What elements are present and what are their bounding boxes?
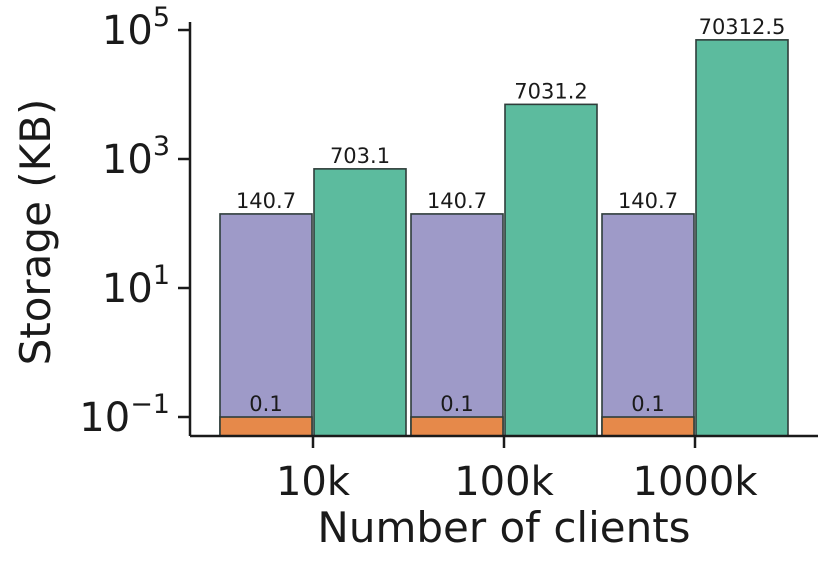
bar-series2-10k (313, 168, 407, 437)
bar-series1-100k (410, 416, 504, 437)
data-labels-layer: 140.7 140.7 140.7 0.1 0.1 0.1 703.1 7031.2 70312… (236, 15, 785, 416)
y-ticks-layer: 10−1 101 103 105 (79, 2, 190, 441)
x-tick-label-1000k: 1000k (633, 459, 759, 505)
x-ticks-layer: 10k 100k 1000k (276, 436, 758, 505)
data-label-series2-10k: 703.1 (330, 144, 390, 168)
x-tick-label-100k: 100k (454, 459, 554, 505)
data-label-series0-1000k: 140.7 (618, 189, 678, 213)
x-tick-label-10k: 10k (276, 459, 351, 505)
data-label-series0-10k: 140.7 (236, 189, 296, 213)
bar-series1-10k (219, 416, 313, 437)
data-label-series1-10k: 0.1 (249, 392, 282, 416)
y-tick-label-3: 105 (102, 2, 170, 54)
bar-series1-1000k (601, 416, 695, 437)
y-tick-label-2: 103 (102, 131, 170, 183)
bar-series0-10k (219, 213, 313, 437)
data-label-series2-100k: 7031.2 (514, 79, 587, 103)
data-label-series1-100k: 0.1 (440, 392, 473, 416)
data-label-series0-100k: 140.7 (427, 189, 487, 213)
y-tick-label-1: 101 (102, 260, 170, 312)
bar-series0-100k (410, 213, 504, 437)
x-axis-title: Number of clients (317, 503, 690, 552)
bar-series2-100k (504, 103, 598, 437)
bars-layer (219, 39, 789, 437)
y-axis-title: Storage (KB) (11, 99, 60, 366)
bar-series0-1000k (601, 213, 695, 437)
bar-series2-1000k (695, 39, 789, 437)
data-label-series1-1000k: 0.1 (631, 392, 664, 416)
data-label-series2-1000k: 70312.5 (699, 15, 786, 39)
y-tick-label-0: 10−1 (79, 389, 170, 441)
